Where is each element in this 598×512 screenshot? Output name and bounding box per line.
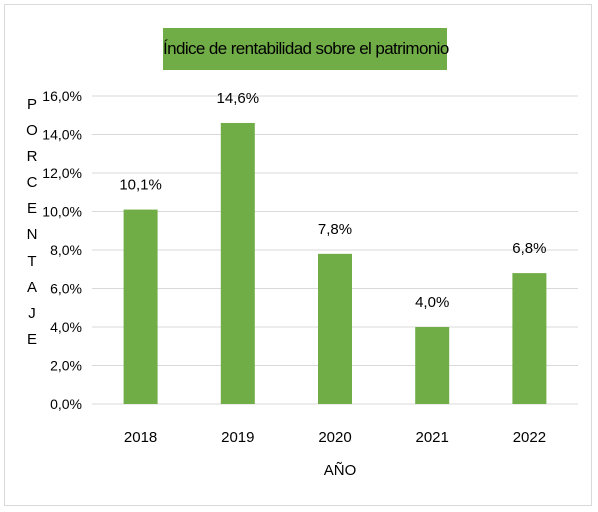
y-axis-label-letter: J <box>28 304 36 322</box>
y-tick-label: 8,0% <box>50 242 82 258</box>
data-label-2019: 14,6% <box>217 90 260 107</box>
x-tick-label: 2018 <box>124 429 157 446</box>
bar-2022 <box>512 273 547 404</box>
y-axis-label-letter: R <box>26 148 38 166</box>
y-axis-label-letter: E <box>26 200 37 218</box>
y-tick-label: 4,0% <box>50 319 82 335</box>
bar-2018 <box>123 209 158 404</box>
x-tick-label: 2020 <box>318 429 351 446</box>
data-label-2020: 7,8% <box>318 221 352 238</box>
data-label-2022: 6,8% <box>512 240 546 257</box>
y-axis-label-letter: T <box>27 252 37 270</box>
x-axis-label: AÑO <box>323 462 357 479</box>
y-axis-label-letter: C <box>26 174 38 192</box>
y-tick-label: 10,0% <box>42 204 82 220</box>
x-tick-label: 2019 <box>221 429 254 446</box>
y-tick-label: 2,0% <box>50 358 82 374</box>
y-axis-label-letter: O <box>26 122 38 140</box>
y-axis-label-letter: N <box>26 226 38 244</box>
data-label-2018: 10,1% <box>119 177 162 194</box>
y-axis-label-letter: E <box>26 330 37 348</box>
chart-frame <box>4 4 592 506</box>
y-tick-label: 12,0% <box>42 165 82 181</box>
y-tick-label: 6,0% <box>50 281 82 297</box>
bar-2021 <box>415 327 450 404</box>
x-tick-label: 2021 <box>416 429 449 446</box>
y-axis-label-letter: P <box>26 96 37 113</box>
y-tick-label: 0,0% <box>50 396 82 412</box>
chart-title: Índice de rentabilidad sobre el patrimon… <box>163 28 449 70</box>
bar-2020 <box>318 253 352 404</box>
x-tick-label: 2022 <box>513 429 546 446</box>
bar-2019 <box>220 122 255 404</box>
y-axis-label-letter: A <box>26 278 37 296</box>
data-label-2021: 4,0% <box>415 294 449 311</box>
y-tick-label: 14,0% <box>42 127 82 143</box>
y-tick-label: 16,0% <box>42 88 82 104</box>
